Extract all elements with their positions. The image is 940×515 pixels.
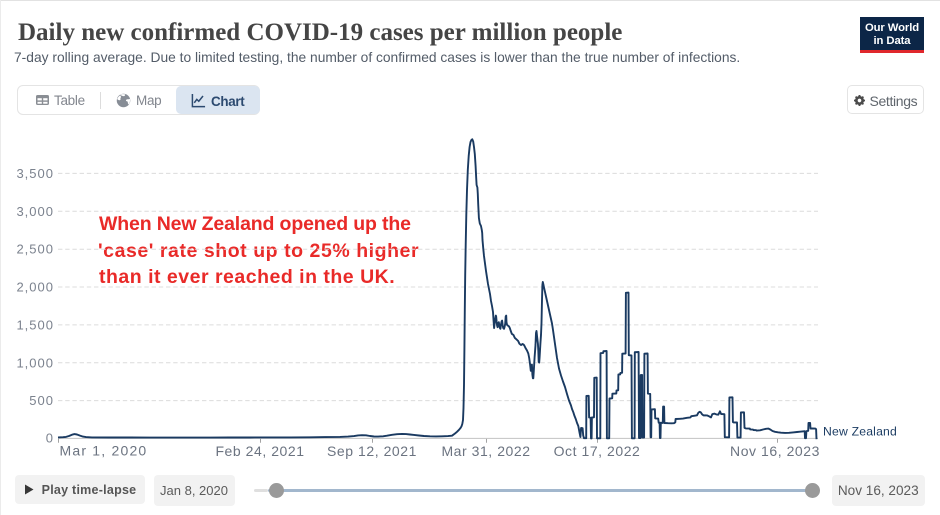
svg-text:3,500: 3,500 (16, 166, 54, 181)
svg-text:2,500: 2,500 (16, 242, 54, 257)
svg-text:Mar 1, 2020: Mar 1, 2020 (60, 443, 148, 459)
svg-text:Feb 24, 2021: Feb 24, 2021 (215, 443, 304, 459)
svg-text:Nov 16, 2023: Nov 16, 2023 (730, 443, 820, 459)
svg-text:3,000: 3,000 (16, 204, 54, 219)
svg-text:0: 0 (46, 430, 54, 445)
svg-text:2,000: 2,000 (16, 280, 54, 295)
svg-text:500: 500 (29, 393, 54, 408)
svg-text:Sep 12, 2021: Sep 12, 2021 (327, 443, 417, 459)
svg-text:1,000: 1,000 (16, 355, 54, 370)
svg-text:Mar 31, 2022: Mar 31, 2022 (441, 443, 530, 459)
svg-text:Oct 17, 2022: Oct 17, 2022 (554, 443, 641, 459)
svg-text:1,500: 1,500 (16, 317, 54, 332)
svg-text:New Zealand: New Zealand (823, 425, 897, 439)
